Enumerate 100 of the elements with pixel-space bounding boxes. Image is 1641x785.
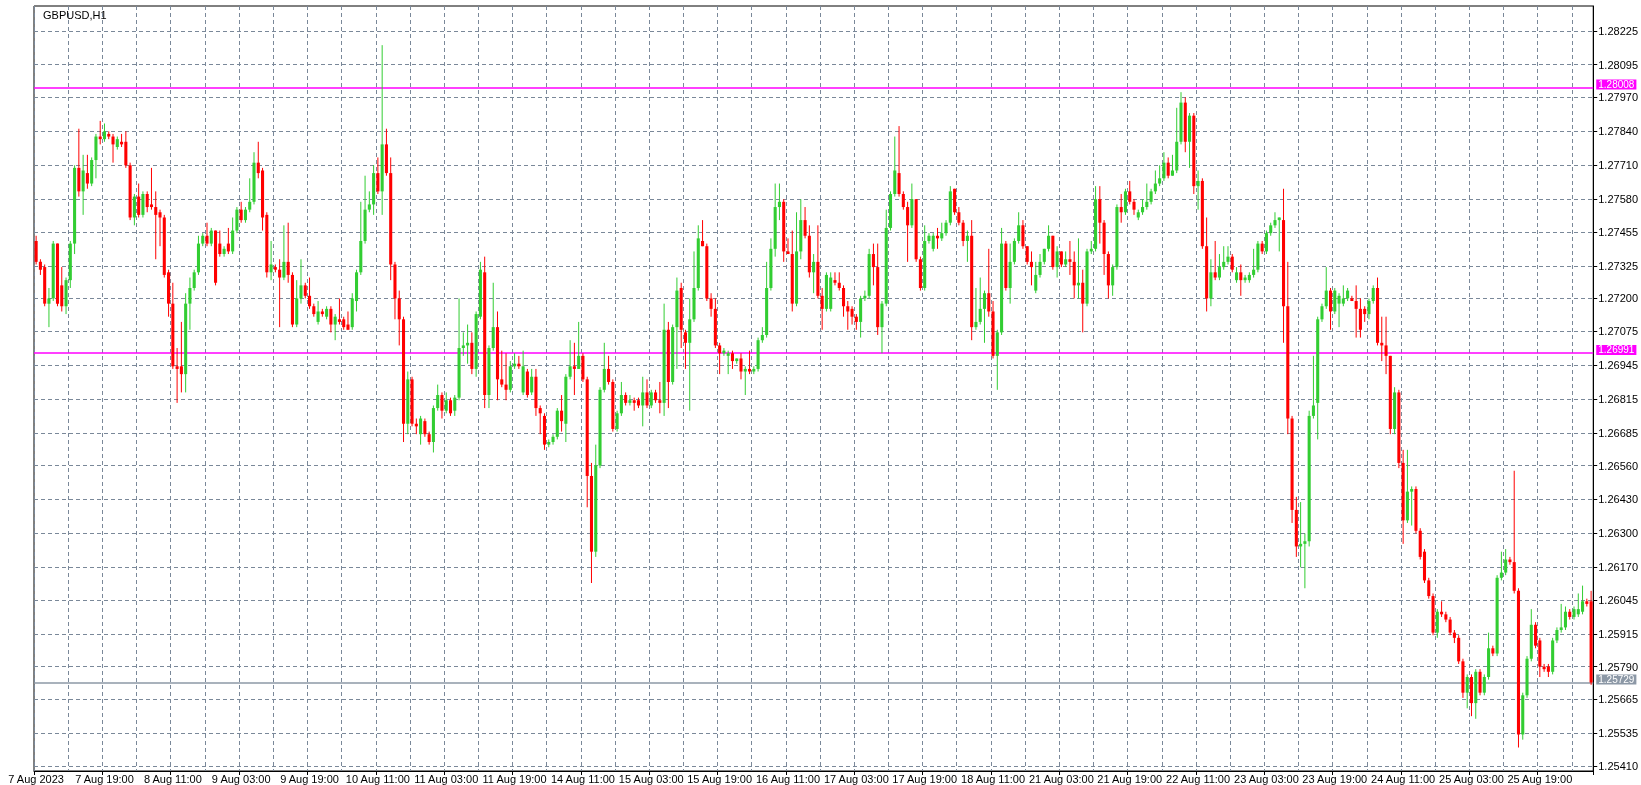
candlestick	[1367, 297, 1371, 320]
candlestick	[132, 193, 136, 226]
candlestick	[209, 227, 213, 247]
candlestick	[1427, 577, 1431, 600]
candlestick	[1222, 245, 1226, 271]
candlestick	[1213, 240, 1217, 281]
candlestick	[149, 167, 154, 211]
candlestick	[927, 232, 931, 245]
y-tick-label: 1.26815	[1598, 392, 1638, 405]
candlestick	[1499, 551, 1503, 581]
candlestick	[158, 209, 162, 247]
candlestick	[192, 269, 196, 292]
candlestick	[1478, 668, 1482, 696]
candlestick	[1226, 245, 1230, 265]
candlestick	[1563, 606, 1568, 631]
candlestick	[645, 378, 649, 409]
candlestick	[1504, 548, 1508, 576]
candlestick	[448, 397, 453, 417]
x-tick-label: 23 Aug 19:00	[1302, 772, 1368, 785]
candlestick	[978, 277, 982, 326]
candlestick	[987, 248, 991, 318]
candlestick	[850, 305, 854, 326]
candlestick	[308, 277, 312, 310]
x-tick-label: 17 Aug 19:00	[892, 772, 958, 785]
candlestick	[436, 384, 440, 412]
x-tick-label: 22 Aug 11:00	[1166, 772, 1231, 785]
candlestick	[683, 329, 687, 370]
candlestick	[871, 243, 875, 286]
ref-line-label: 1.28008	[1598, 78, 1635, 90]
candlestick	[346, 310, 350, 331]
candlestick	[812, 253, 816, 294]
y-tick-label: 1.27455	[1598, 225, 1638, 238]
candlestick	[1457, 634, 1461, 665]
candlestick	[1252, 248, 1256, 279]
candlestick	[602, 342, 606, 393]
candlestick	[491, 282, 495, 352]
y-tick-label: 1.26945	[1598, 359, 1638, 371]
y-tick-label: 1.27840	[1598, 125, 1638, 138]
candlestick	[1111, 263, 1115, 297]
candlestick	[953, 188, 957, 216]
candlestick	[1047, 224, 1051, 252]
candlestick	[1581, 585, 1585, 615]
y-tick-label: 1.27075	[1598, 325, 1638, 338]
candlestick	[607, 355, 611, 386]
candlestick	[893, 136, 897, 198]
candlestick	[786, 237, 790, 255]
candlestick	[1132, 198, 1136, 216]
candlestick	[568, 339, 572, 380]
candlestick	[901, 190, 905, 211]
x-tick-label: 18 Aug 11:00	[961, 772, 1026, 785]
x-tick-label: 15 Aug 03:00	[618, 772, 684, 785]
x-tick-label: 14 Aug 11:00	[550, 772, 615, 785]
candlestick	[141, 190, 145, 218]
candlestick	[730, 350, 734, 370]
candlestick	[419, 415, 423, 446]
candlestick	[453, 394, 457, 417]
candlestick	[880, 300, 884, 354]
candlestick	[248, 177, 252, 213]
candlestick	[231, 216, 235, 255]
candlestick	[269, 240, 273, 281]
candlestick	[333, 313, 337, 341]
candlestick	[658, 381, 662, 414]
candlestick	[1358, 297, 1362, 339]
candlestick	[1371, 284, 1375, 305]
candlestick	[188, 277, 192, 331]
y-tick-label: 1.25915	[1598, 627, 1638, 640]
candlestick	[1166, 156, 1170, 179]
candlestick	[1021, 219, 1025, 250]
candlestick	[1012, 237, 1016, 265]
y-tick-label: 1.25410	[1598, 759, 1638, 772]
candlestick	[982, 290, 987, 344]
candlestick	[1123, 188, 1127, 216]
chart-title: GBPUSD,H1	[43, 8, 107, 21]
candlestick	[85, 154, 89, 190]
candlestick	[820, 287, 824, 331]
candlestick	[77, 128, 81, 198]
candlestick	[649, 389, 653, 409]
y-tick-label: 1.27200	[1598, 292, 1638, 305]
y-tick-label: 1.27710	[1598, 159, 1638, 172]
candlestick	[1034, 261, 1038, 294]
candlestick	[90, 156, 94, 187]
candlestick	[940, 222, 944, 242]
candlestick	[1217, 253, 1221, 281]
candlestick	[1158, 164, 1162, 187]
candlestick	[974, 287, 978, 331]
candlestick	[1341, 284, 1345, 307]
candlestick	[1264, 230, 1268, 255]
candlestick	[688, 297, 692, 412]
candlestick	[641, 376, 645, 427]
candlestick	[619, 381, 623, 417]
candlestick	[1239, 263, 1243, 297]
candlestick	[397, 290, 401, 346]
ref-line-label: 1.26991	[1598, 344, 1635, 356]
candlestick	[1273, 211, 1277, 229]
x-tick-label: 11 Aug 03:00	[414, 772, 479, 785]
candlestick	[504, 352, 508, 401]
x-tick-label: 24 Aug 11:00	[1371, 772, 1436, 785]
candlestick	[859, 295, 863, 339]
candlestick	[205, 222, 209, 247]
candlestick	[961, 219, 965, 247]
